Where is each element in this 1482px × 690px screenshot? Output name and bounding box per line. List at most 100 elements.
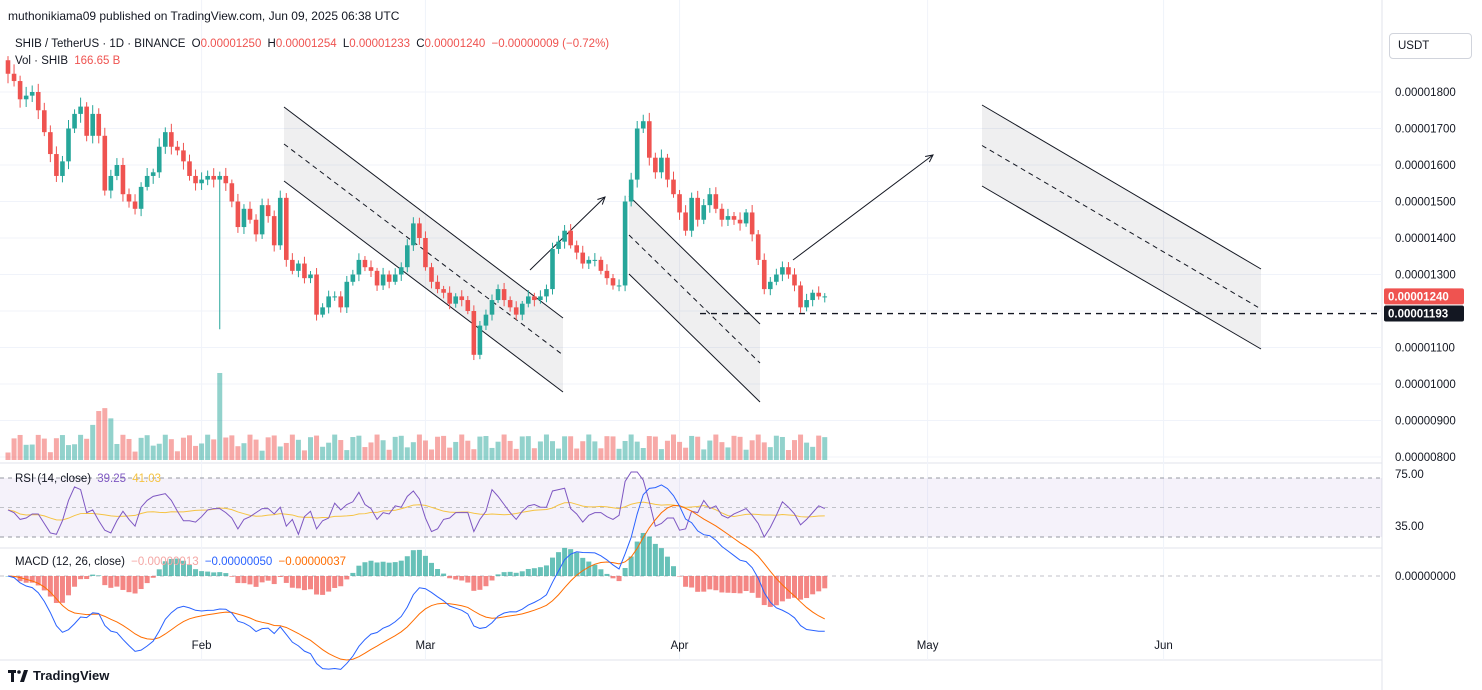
candle-body xyxy=(42,110,47,133)
candle xyxy=(755,229,761,266)
macd-histogram-bar xyxy=(332,576,338,588)
last-price-label: 0.00001240 xyxy=(1388,291,1449,303)
volume-bar xyxy=(398,435,404,460)
candle-body xyxy=(169,132,174,147)
volume-bar xyxy=(78,434,84,460)
candle xyxy=(386,270,392,289)
volume-bar xyxy=(174,451,180,460)
macd-histogram-bar xyxy=(247,576,253,585)
candle xyxy=(616,279,622,292)
symbol-name[interactable]: SHIB / TetherUS · 1D · BINANCE xyxy=(15,38,186,50)
macd-histogram-bar xyxy=(749,576,755,593)
volume-bar xyxy=(586,434,592,460)
volume-bar xyxy=(580,441,586,460)
macd-histogram-bar xyxy=(586,561,592,576)
rsi-tick-label: 75.00 xyxy=(1395,469,1424,481)
candle xyxy=(175,140,180,156)
candle-body xyxy=(435,281,440,290)
candle-body xyxy=(90,113,95,136)
candle xyxy=(677,189,682,220)
tradingview-logo[interactable]: TradingView xyxy=(8,668,109,683)
volume-bar xyxy=(622,440,628,460)
macd-histogram-bar xyxy=(785,576,791,599)
volume-bar xyxy=(689,435,695,460)
macd-histogram-bar xyxy=(683,576,689,587)
volume-bar xyxy=(677,441,683,460)
volume-bar xyxy=(568,436,574,460)
candle xyxy=(163,127,168,154)
volume-bar xyxy=(35,434,41,460)
candle-body xyxy=(247,208,253,220)
macd-histogram-bar xyxy=(743,576,749,592)
macd-histogram-bar xyxy=(253,576,259,587)
volume-bar xyxy=(556,448,562,460)
trend-arrow-2-head xyxy=(925,154,934,163)
macd-histogram-bar xyxy=(501,572,507,576)
candle-body xyxy=(320,307,325,315)
candle xyxy=(683,205,688,236)
candle-body xyxy=(610,278,616,286)
volume-bar xyxy=(5,452,11,460)
macd-histogram-bar xyxy=(483,576,489,587)
macd-histogram-bar xyxy=(622,567,628,576)
macd-histogram-bar xyxy=(187,565,192,576)
candle-body xyxy=(271,216,277,246)
macd-histogram-bar xyxy=(350,572,356,576)
volume-bar xyxy=(822,437,828,460)
volume-bar xyxy=(235,446,241,460)
candle-body xyxy=(29,92,35,96)
volume-bar xyxy=(72,444,78,460)
candle xyxy=(277,190,283,250)
macd-histogram-bar xyxy=(59,576,65,603)
candle xyxy=(308,270,313,284)
candle-body xyxy=(465,300,471,311)
macd-histogram-bar xyxy=(441,573,447,576)
volume-bar xyxy=(785,450,791,460)
candle xyxy=(78,97,83,123)
time-tick-label: Apr xyxy=(671,640,689,652)
volume-bar xyxy=(810,446,816,460)
candle xyxy=(380,267,386,290)
candle xyxy=(411,217,416,251)
macd-histogram-bar xyxy=(84,576,90,580)
candle xyxy=(114,158,120,181)
volume-bar xyxy=(199,443,205,460)
macd-histogram-bar xyxy=(495,574,501,576)
candle-body xyxy=(17,81,23,100)
volume-bar xyxy=(658,449,664,460)
macd-histogram-bar xyxy=(47,576,53,597)
candle-body xyxy=(640,121,646,129)
candle xyxy=(532,292,537,307)
macd-histogram-bar xyxy=(804,576,810,599)
candle xyxy=(526,290,531,308)
candle xyxy=(725,208,731,226)
macd-histogram-bar xyxy=(162,561,168,576)
candle xyxy=(17,75,23,108)
candle xyxy=(374,267,380,291)
macd-histogram-bar xyxy=(132,576,138,594)
volume-bar xyxy=(332,434,338,460)
volume-bar xyxy=(604,436,610,460)
volume-bar xyxy=(798,434,804,460)
candle xyxy=(265,198,271,223)
macd-histogram-bar xyxy=(96,575,102,576)
candle xyxy=(574,240,579,260)
candle-body xyxy=(156,146,162,173)
volume-bar xyxy=(241,443,247,460)
volume-bar xyxy=(29,444,35,460)
candle xyxy=(707,187,713,213)
macd-histogram-bar xyxy=(283,576,289,583)
macd-histogram-bar xyxy=(144,576,150,584)
candle-body xyxy=(804,300,809,308)
currency-unit-button[interactable]: USDT xyxy=(1389,33,1472,59)
volume-bar xyxy=(634,441,640,460)
time-tick-label: Mar xyxy=(416,640,436,652)
volume-bar xyxy=(380,440,386,460)
price-tick-label: 0.00000900 xyxy=(1395,416,1456,428)
publisher-line: muthonikiama09 published on TradingView.… xyxy=(8,9,400,23)
volume-bar xyxy=(47,452,53,460)
candle xyxy=(338,291,344,313)
candle-body xyxy=(774,274,779,282)
macd-histogram-bar xyxy=(374,562,380,576)
